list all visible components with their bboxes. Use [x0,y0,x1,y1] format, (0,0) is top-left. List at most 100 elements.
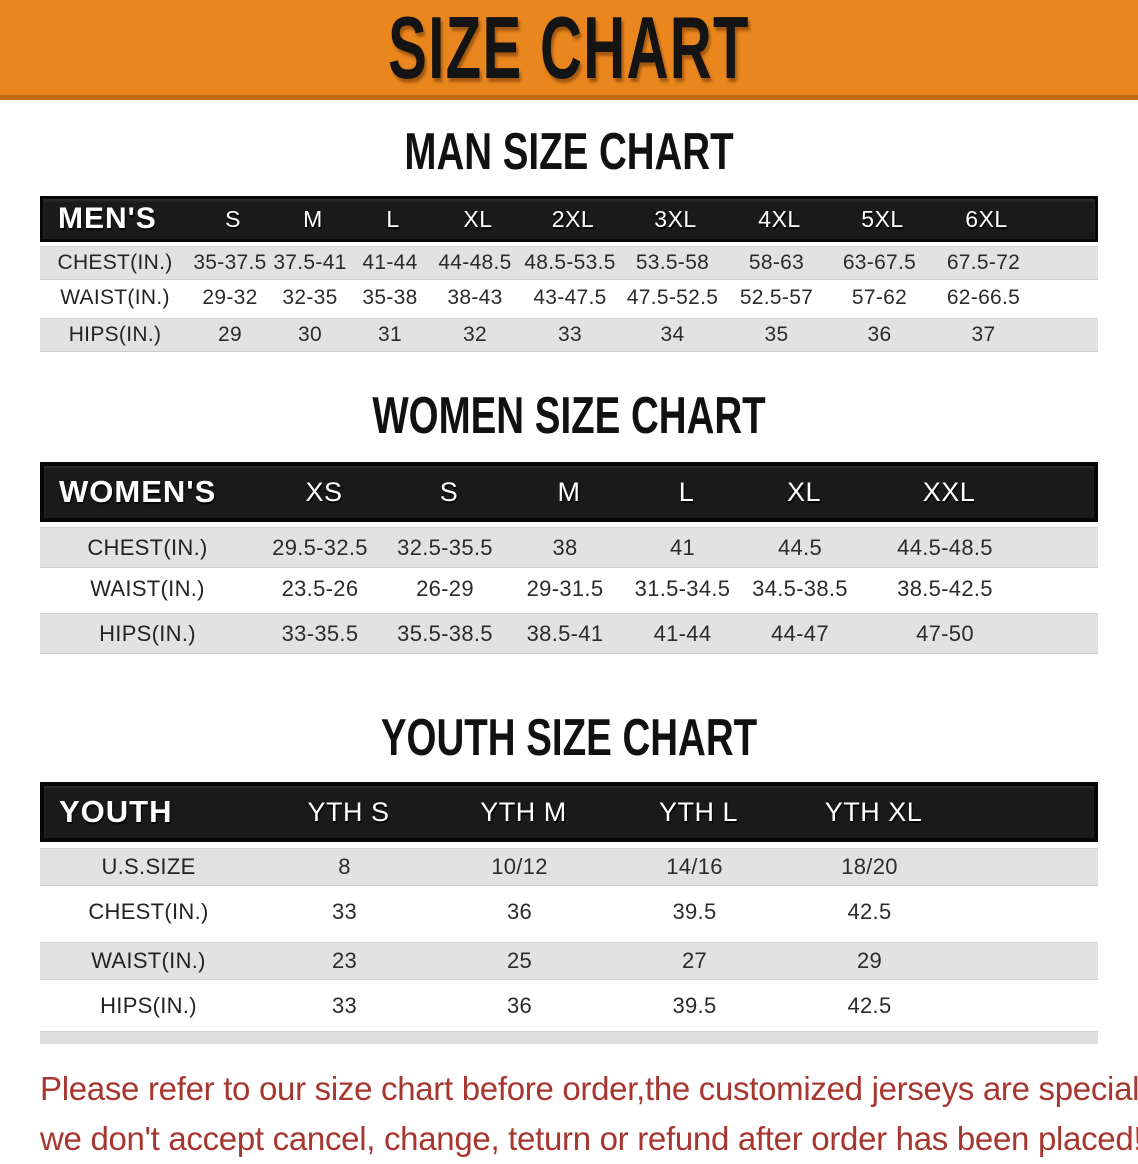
size-value-cell: 42.5 [847,899,892,924]
row-label: HIPS(IN.) [99,620,196,646]
column-header: XXL [922,476,976,507]
youth-table: YOUTH YTH S YTH M YTH L YTH XL U.S.SIZE … [40,782,1098,1044]
size-value-cell: 29-32 [202,286,258,309]
size-value-cell: 29 [856,948,883,973]
size-value-cell: 33 [558,323,582,346]
column-header: S [225,205,241,232]
row-label: HIPS(IN.) [100,993,197,1018]
men-table-header: MEN'S S M L XL 2XL 3XL 4XL 5XL 6XL [40,196,1098,242]
women-table: WOMEN'S XS S M L XL XXL CHEST(IN.) 29.5-… [40,462,1098,654]
column-header: YTH M [480,796,567,827]
size-value-cell: 26-29 [416,575,474,601]
row-label: WAIST(IN.) [91,948,206,973]
banner: SIZE CHART [0,0,1138,100]
note-line-1: Please refer to our size chart before or… [40,1070,1138,1107]
size-value-cell: 39.5 [672,899,717,924]
column-header: S [439,476,459,507]
row-label: WAIST(IN.) [60,286,170,309]
row-label: CHEST(IN.) [88,899,209,924]
size-value-cell: 36 [867,323,892,346]
youth-heading: YOUTH SIZE CHART [380,709,758,767]
row-label: CHEST(IN.) [87,534,208,560]
women-chest-row: CHEST(IN.) 29.5-32.5 32.5-35.5 38 41 44.… [40,527,1098,568]
men-waist-row: WAIST(IN.) 29-32 32-35 35-38 38-43 43-47… [40,282,1098,314]
women-hips-row: HIPS(IN.) 33-35.5 35.5-38.5 38.5-41 41-4… [40,613,1098,654]
size-value-cell: 29.5-32.5 [272,534,368,560]
size-value-cell: 35-37.5 [193,251,267,274]
column-header: YTH S [307,796,390,827]
size-value-cell: 27 [681,948,708,973]
size-value-cell: 32.5-35.5 [397,534,493,560]
table-bottom-strip [40,1031,1098,1044]
size-value-cell: 23 [331,948,358,973]
column-header: YTH XL [824,796,923,827]
column-header: L [386,205,400,232]
women-waist-row: WAIST(IN.) 23.5-26 26-29 29-31.5 31.5-34… [40,569,1098,608]
size-value-cell: 57-62 [851,286,908,309]
size-value-cell: 62-66.5 [946,286,1021,309]
size-value-cell: 39.5 [672,993,717,1018]
size-value-cell: 37 [971,323,996,346]
size-value-cell: 42.5 [847,993,892,1018]
row-label: HIPS(IN.) [68,323,162,346]
size-value-cell: 38.5-41 [526,620,604,646]
youth-hips-row: HIPS(IN.) 33 36 39.5 42.5 [40,982,1098,1030]
youth-ussize-row: U.S.SIZE 8 10/12 14/16 18/20 [40,848,1098,886]
men-section: MAN SIZE CHART MEN'S S M L XL 2XL 3XL 4X… [0,126,1138,352]
size-value-cell: 44-48.5 [438,251,512,274]
women-table-header: WOMEN'S XS S M L XL XXL [40,462,1098,522]
banner-title: SIZE CHART [388,0,750,97]
size-value-cell: 18/20 [841,854,898,879]
size-value-cell: 31.5-34.5 [634,575,731,601]
size-value-cell: 14/16 [666,854,723,879]
size-value-cell: 41-44 [362,251,418,274]
size-value-cell: 41 [669,534,696,560]
size-value-cell: 10/12 [491,854,548,879]
column-header: 2XL [551,205,595,232]
column-header: L [678,476,695,507]
row-label: WAIST(IN.) [90,575,205,601]
size-value-cell: 44.5-48.5 [897,534,993,560]
size-value-cell: 30 [298,323,322,346]
column-header: M [557,476,581,507]
size-value-cell: 33-35.5 [281,620,359,646]
size-value-cell: 37.5-41 [273,251,347,274]
size-value-cell: 33 [331,899,358,924]
size-value-cell: 36 [506,899,533,924]
youth-corner-label: YOUTH [59,794,173,829]
column-header: 4XL [758,205,801,232]
disclaimer-note: Please refer to our size chart before or… [40,1064,1138,1164]
size-value-cell: 33 [331,993,358,1018]
column-header: 6XL [965,205,1008,232]
column-header: 3XL [654,205,697,232]
size-value-cell: 63-67.5 [842,251,917,274]
size-value-cell: 8 [338,854,351,879]
size-value-cell: 34.5-38.5 [752,575,848,601]
size-value-cell: 25 [506,948,533,973]
men-corner-label: MEN'S [58,202,157,235]
size-value-cell: 53.5-58 [635,251,710,274]
column-header: M [303,205,323,232]
youth-waist-row: WAIST(IN.) 23 25 27 29 [40,942,1098,980]
size-value-cell: 47-50 [916,620,974,646]
men-chest-row: CHEST(IN.) 35-37.5 37.5-41 41-44 44-48.5… [40,246,1098,280]
size-value-cell: 58-63 [748,251,805,274]
size-value-cell: 36 [506,993,533,1018]
women-corner-label: WOMEN'S [59,474,217,509]
size-value-cell: 52.5-57 [739,286,814,309]
size-value-cell: 38.5-42.5 [897,575,993,601]
size-value-cell: 23.5-26 [281,575,359,601]
size-value-cell: 67.5-72 [946,251,1021,274]
men-heading: MAN SIZE CHART [404,123,734,181]
youth-chest-row: CHEST(IN.) 33 36 39.5 42.5 [40,888,1098,936]
size-value-cell: 32 [463,323,487,346]
size-value-cell: 44-47 [771,620,829,646]
size-value-cell: 38 [552,534,578,560]
women-heading: WOMEN SIZE CHART [372,387,766,445]
column-header: XS [305,476,343,507]
size-value-cell: 29-31.5 [526,575,604,601]
size-value-cell: 38-43 [447,286,503,309]
row-label: U.S.SIZE [101,854,196,879]
size-value-cell: 47.5-52.5 [626,286,719,309]
